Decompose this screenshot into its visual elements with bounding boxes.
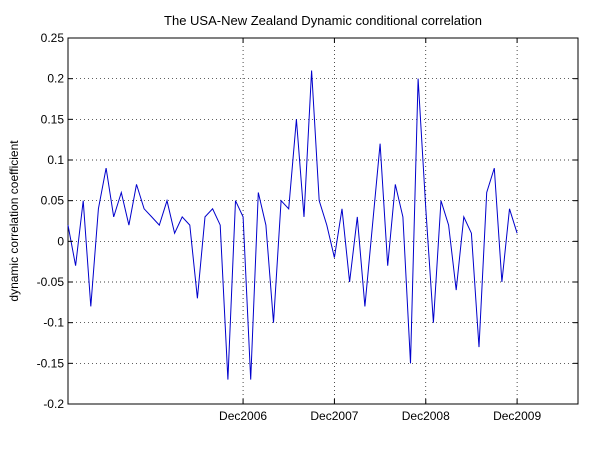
y-tick-label: -0.15: [37, 356, 65, 370]
grid: [68, 38, 578, 404]
plot-area: [67, 37, 579, 405]
y-tick-label: -0.05: [37, 275, 65, 289]
x-tick-label: Dec2009: [493, 409, 541, 423]
y-tick-label: -0.2: [43, 397, 64, 411]
x-tick-label: Dec2006: [219, 409, 267, 423]
y-tick-label: 0.15: [41, 112, 65, 126]
y-tick-label: 0.1: [47, 153, 64, 167]
series-line: [67, 70, 518, 380]
y-tick-label: 0: [57, 234, 64, 248]
y-axis-label: dynamic correlation coefficient: [7, 140, 21, 302]
y-tick-label: 0.2: [47, 72, 64, 86]
x-axis: Dec2006 Dec2007 Dec2008 Dec2009: [219, 38, 541, 423]
x-tick-label: Dec2008: [402, 409, 450, 423]
x-tick-label: Dec2007: [310, 409, 358, 423]
y-tick-label: 0.25: [41, 31, 65, 45]
y-tick-label: 0.05: [41, 194, 65, 208]
y-tick-label: -0.1: [43, 316, 64, 330]
chart-title: The USA-New Zealand Dynamic conditional …: [164, 13, 482, 28]
y-axis: -0.2 -0.15 -0.1 -0.05 0 0.05 0.1 0.15 0.2 0.25: [37, 31, 578, 411]
